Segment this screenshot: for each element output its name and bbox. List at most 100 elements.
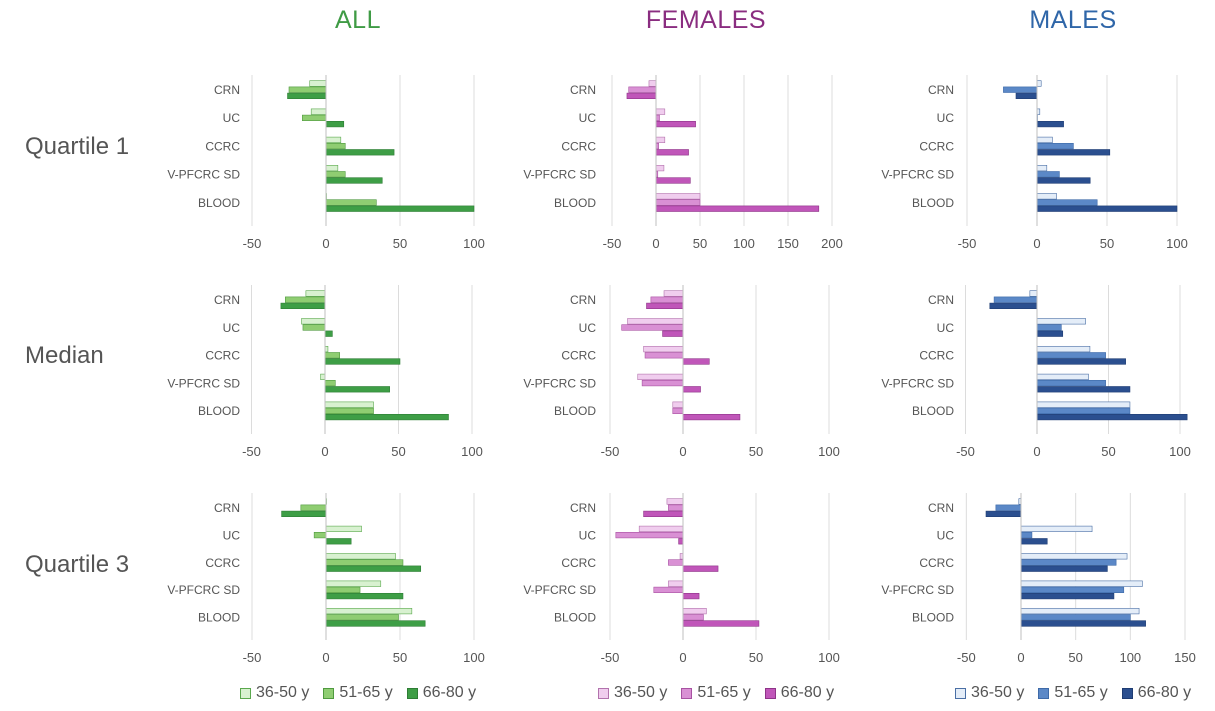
tick-label-females-quartile-1: -50 — [603, 236, 622, 251]
category-label-females-quartile-1: V-PFCRC SD — [523, 168, 596, 182]
bar-all-quartile-1-36-50y — [309, 80, 327, 87]
tick-label-males-median: 0 — [1033, 444, 1040, 459]
legend-item-males-66-80: 66-80 y — [1121, 684, 1192, 702]
bar-females-quartile-1-66-80y — [626, 92, 657, 99]
bar-females-median-51-65y — [644, 352, 684, 359]
bar-females-quartile-1-51-65y — [655, 199, 701, 206]
legend-swatch — [406, 687, 418, 699]
bar-males-quartile-3-51-65y — [1020, 559, 1117, 566]
tick-label-females-quartile-1: 150 — [777, 236, 799, 251]
bar-all-quartile-1-66-80y — [325, 149, 395, 156]
category-label-males-median: CRN — [928, 293, 954, 307]
tick-label-all-quartile-1: 0 — [322, 236, 329, 251]
bar-females-quartile-1-36-50y — [648, 80, 657, 87]
category-label-males-quartile-3: BLOOD — [912, 611, 954, 625]
bar-all-quartile-3-51-65y — [313, 531, 327, 539]
tick-label-males-quartile-3: 50 — [1068, 650, 1082, 665]
legend-item-males-36-50: 36-50 y — [955, 684, 1024, 702]
category-label-all-quartile-3: BLOOD — [198, 611, 240, 625]
tick-label-females-quartile-3: -50 — [601, 650, 620, 665]
tick-label-males-median: 50 — [1101, 444, 1115, 459]
legend-label: 36-50 y — [614, 684, 668, 701]
category-label-all-quartile-3: CRN — [214, 501, 240, 515]
category-label-males-quartile-1: V-PFCRC SD — [881, 168, 954, 182]
bar-males-quartile-3-51-65y — [1020, 531, 1033, 539]
category-label-males-quartile-3: V-PFCRC SD — [881, 583, 954, 597]
bar-all-quartile-1-51-65y — [325, 199, 377, 206]
legend-item-all-51-65: 51-65 y — [323, 684, 393, 702]
bar-all-quartile-1-36-50y — [310, 108, 327, 115]
bar-females-quartile-3-36-50y — [682, 607, 707, 615]
tick-label-males-quartile-3: -50 — [957, 650, 976, 665]
category-label-males-quartile-1: UC — [937, 111, 955, 125]
bar-males-median-51-65y — [993, 296, 1038, 303]
category-label-all-quartile-1: CRN — [214, 83, 240, 97]
bar-males-quartile-1-66-80y — [1036, 121, 1064, 128]
bar-males-quartile-1-51-65y — [1003, 86, 1038, 93]
category-label-males-quartile-1: CCRC — [919, 139, 954, 153]
category-label-all-median: V-PFCRC SD — [167, 376, 240, 390]
category-label-all-quartile-1: CCRC — [205, 139, 240, 153]
legend-males: 36-50 y 51-65 y 66-80 y — [955, 684, 1205, 702]
col-title-females: FEMALES — [645, 6, 767, 34]
category-label-males-median: UC — [937, 321, 955, 335]
bar-all-median-66-80y — [280, 302, 326, 310]
category-label-all-quartile-3: V-PFCRC SD — [167, 583, 240, 597]
legend-swatch — [240, 687, 251, 699]
bar-all-quartile-3-36-50y — [325, 580, 382, 587]
bar-males-quartile-1-66-80y — [1015, 92, 1038, 99]
tick-label-all-quartile-1: -50 — [243, 236, 262, 251]
tick-label-females-median: 0 — [679, 444, 686, 459]
category-label-females-median: CCRC — [561, 349, 596, 363]
bar-females-quartile-1-66-80y — [655, 205, 820, 212]
tick-label-all-quartile-3: 50 — [393, 650, 407, 665]
tick-label-females-quartile-3: 0 — [679, 650, 686, 665]
category-label-males-median: BLOOD — [912, 404, 954, 418]
bar-females-quartile-1-51-65y — [655, 114, 660, 121]
bar-females-median-36-50y — [627, 318, 684, 325]
category-label-all-quartile-3: CCRC — [205, 556, 240, 570]
bar-males-median-51-65y — [1036, 352, 1106, 359]
bar-females-median-66-80y — [682, 386, 701, 393]
bar-females-median-66-80y — [682, 358, 710, 365]
bar-all-median-36-50y — [301, 318, 326, 325]
bar-females-quartile-3-36-50y — [638, 525, 684, 532]
bar-all-quartile-3-66-80y — [325, 620, 426, 627]
bar-females-quartile-3-36-50y — [666, 498, 684, 505]
bar-males-median-51-65y — [1036, 379, 1106, 387]
bar-all-quartile-3-66-80y — [325, 592, 404, 600]
category-label-females-quartile-1: UC — [579, 111, 597, 125]
bar-all-quartile-1-66-80y — [325, 205, 475, 212]
tick-label-females-quartile-1: 200 — [821, 236, 843, 251]
legend-label: 66-80 y — [780, 684, 835, 701]
bar-males-quartile-3-51-65y — [1020, 586, 1125, 593]
bar-all-median-66-80y — [324, 413, 449, 421]
bar-males-median-36-50y — [1036, 345, 1091, 353]
bar-females-quartile-1-51-65y — [628, 86, 657, 93]
bar-males-quartile-1-36-50y — [1036, 136, 1053, 144]
bar-females-quartile-3-51-65y — [615, 531, 684, 539]
bar-all-median-51-65y — [302, 324, 326, 331]
tick-label-females-quartile-3: 50 — [749, 650, 763, 665]
bar-all-median-51-65y — [324, 352, 340, 359]
bar-males-median-66-80y — [1036, 386, 1131, 393]
bar-males-quartile-3-36-50y — [1020, 525, 1093, 532]
bar-males-quartile-1-51-65y — [1036, 199, 1098, 206]
legend-label: 66-80 y — [1137, 684, 1192, 701]
col-title-males: MALES — [1029, 6, 1117, 34]
bar-all-quartile-1-51-65y — [325, 143, 346, 150]
legend-swatch — [1121, 687, 1133, 699]
bar-all-quartile-1-36-50y — [325, 165, 339, 172]
bar-males-quartile-3-36-50y — [1020, 580, 1143, 587]
bar-all-quartile-3-66-80y — [325, 565, 422, 572]
category-label-all-median: CCRC — [205, 349, 240, 363]
tick-label-all-quartile-3: -50 — [243, 650, 262, 665]
row-title-quartile-3: Quartile 3 — [25, 551, 130, 578]
bar-all-quartile-3-51-65y — [325, 559, 404, 566]
tick-label-all-quartile-1: 100 — [463, 236, 485, 251]
bar-males-median-66-80y — [1036, 330, 1064, 337]
tick-label-males-quartile-1: 50 — [1100, 236, 1114, 251]
category-label-all-quartile-1: UC — [223, 111, 241, 125]
legend-swatch — [955, 687, 966, 699]
